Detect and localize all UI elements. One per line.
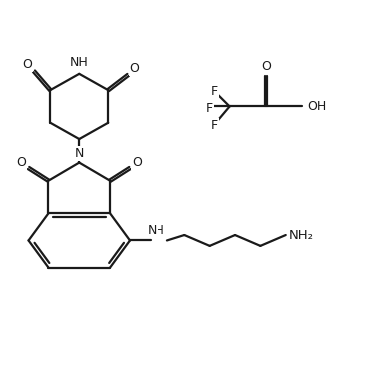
Text: NH₂: NH₂ (288, 228, 314, 242)
Text: O: O (23, 58, 32, 71)
Text: O: O (132, 156, 142, 169)
Text: NH: NH (70, 57, 89, 69)
Text: F: F (206, 102, 213, 115)
Text: H: H (155, 224, 163, 237)
Text: F: F (211, 119, 218, 132)
Text: O: O (16, 156, 26, 169)
Text: O: O (261, 60, 271, 73)
Text: OH: OH (308, 100, 327, 113)
Text: O: O (130, 62, 140, 75)
Text: N: N (74, 147, 84, 160)
Text: N: N (148, 224, 157, 237)
Text: F: F (211, 85, 218, 98)
